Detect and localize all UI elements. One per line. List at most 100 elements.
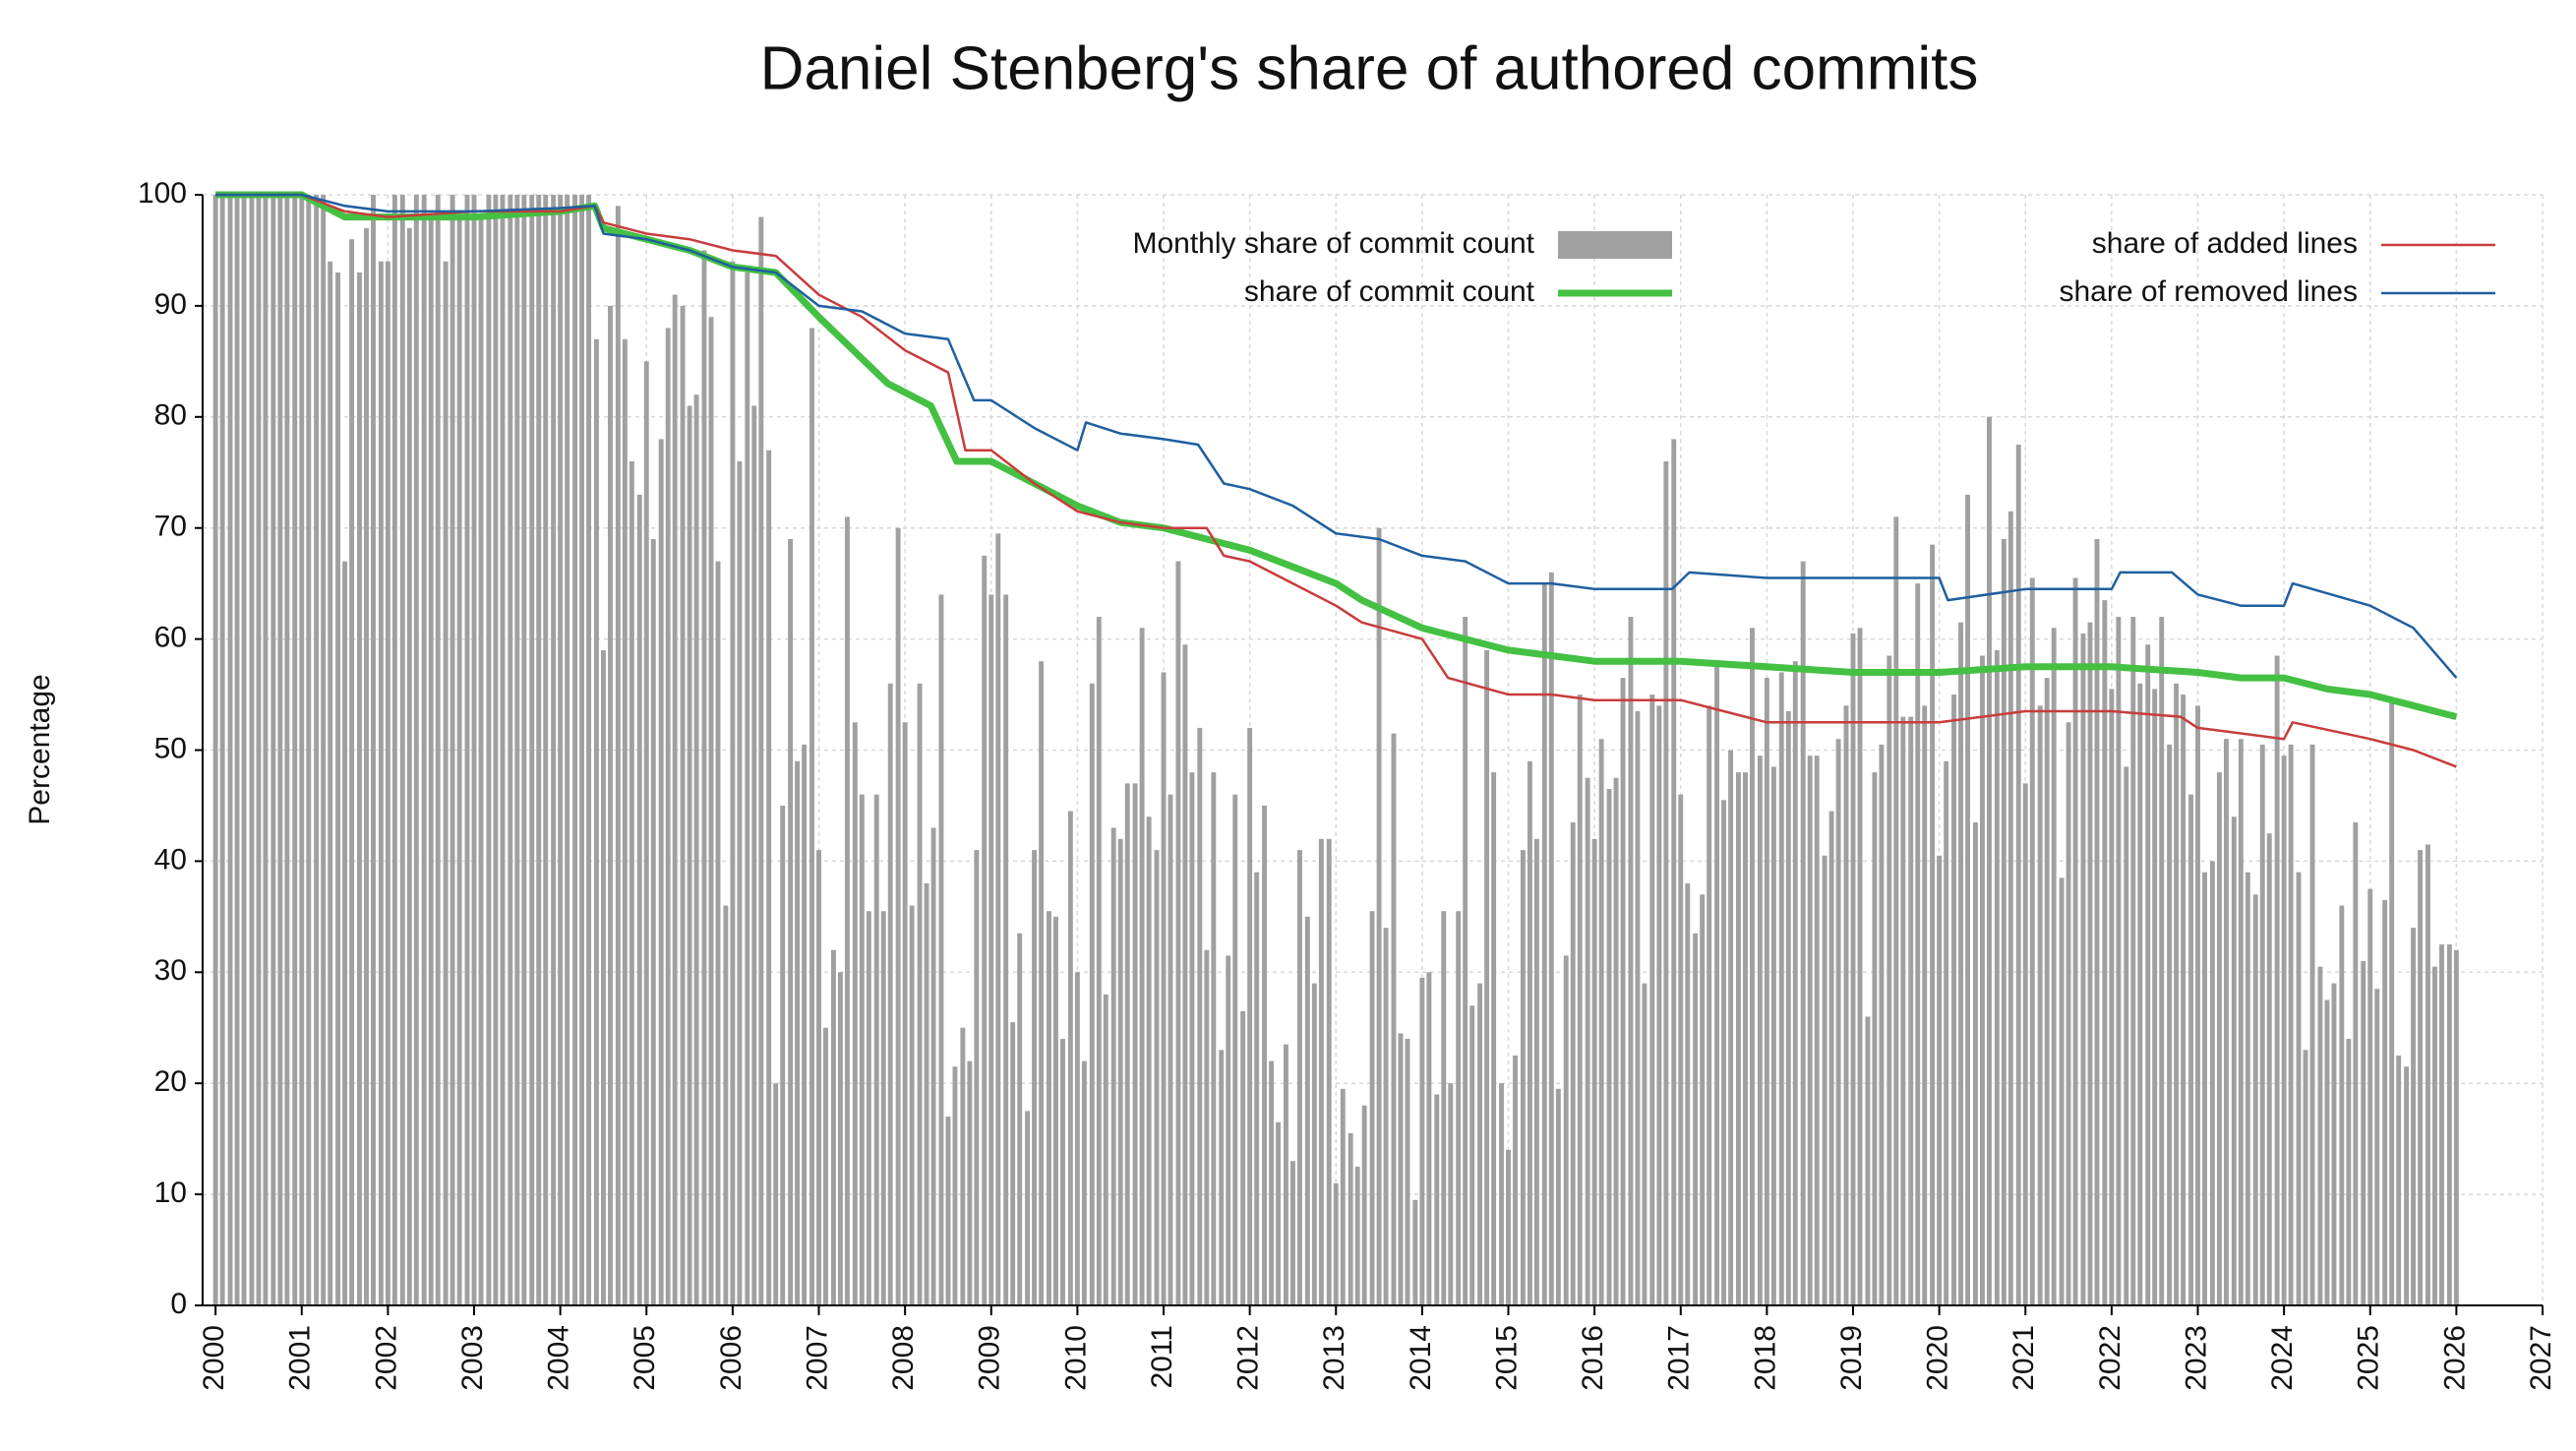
y-tick-label: 90 — [154, 288, 187, 321]
bar — [2094, 538, 2100, 1305]
bar — [1326, 838, 1332, 1305]
bar — [1533, 838, 1539, 1305]
bar — [1333, 1182, 1339, 1305]
x-tick-label: 2007 — [801, 1325, 833, 1391]
x-tick-label: 2020 — [1922, 1325, 1954, 1391]
bar — [1463, 617, 1468, 1305]
x-tick-label: 2006 — [715, 1325, 748, 1391]
bar — [967, 1060, 973, 1305]
bar — [844, 516, 850, 1305]
bar — [1047, 911, 1051, 1305]
bar — [2418, 850, 2424, 1305]
bar — [802, 744, 808, 1305]
bar — [1096, 617, 1102, 1305]
bar — [1204, 949, 1210, 1305]
bar — [2202, 872, 2207, 1305]
bar — [2066, 722, 2071, 1305]
bar — [1857, 628, 1863, 1305]
bar — [579, 195, 585, 1305]
x-tick-label: 2023 — [2180, 1325, 2212, 1391]
bar — [1456, 911, 1462, 1305]
bar — [572, 195, 577, 1305]
y-tick-label: 10 — [154, 1177, 187, 1209]
bar — [2072, 577, 2078, 1305]
bar — [945, 1117, 951, 1305]
bar — [2059, 877, 2065, 1305]
bar — [1247, 727, 1253, 1305]
bar — [650, 538, 656, 1305]
bar — [1232, 794, 1238, 1305]
bar — [1843, 705, 1849, 1305]
bar — [2174, 683, 2180, 1305]
bar — [2015, 445, 2021, 1305]
bar — [1161, 672, 1167, 1305]
bar — [2037, 705, 2043, 1305]
bar — [1937, 855, 1943, 1305]
bar — [2231, 816, 2237, 1305]
bar — [895, 527, 901, 1305]
bar — [1887, 655, 1892, 1305]
legend-label: share of added lines — [2092, 227, 2358, 260]
bar — [2152, 689, 2158, 1305]
bar — [2223, 739, 2229, 1305]
bar — [1484, 649, 1490, 1305]
x-tick-label: 2018 — [1749, 1325, 1781, 1391]
bar — [960, 1027, 966, 1305]
bar — [1757, 756, 1763, 1305]
y-tick-label: 40 — [154, 843, 187, 876]
bar — [1879, 744, 1885, 1305]
bar — [292, 195, 298, 1305]
bar — [1642, 983, 1647, 1305]
bar — [1499, 1083, 1504, 1305]
bar — [952, 1066, 958, 1305]
bar — [859, 794, 865, 1305]
bar — [1017, 933, 1023, 1305]
bar — [2216, 772, 2222, 1305]
bar — [1491, 772, 1497, 1305]
bar — [1304, 916, 1310, 1305]
bar — [1828, 811, 1834, 1305]
bar — [421, 195, 427, 1305]
x-tick-label: 2015 — [1490, 1325, 1523, 1391]
legend-label: Monthly share of commit count — [1132, 227, 1534, 260]
bar — [2339, 905, 2345, 1305]
x-tick-label: 2027 — [2525, 1325, 2557, 1391]
line — [215, 193, 2458, 679]
bar — [1391, 733, 1397, 1305]
x-tick-label: 2016 — [1577, 1325, 1609, 1391]
bar — [536, 195, 542, 1305]
bar — [1930, 544, 1936, 1305]
bar — [1585, 777, 1590, 1305]
bar — [263, 195, 269, 1305]
bar — [342, 561, 348, 1305]
bar — [2181, 695, 2187, 1305]
bar — [788, 538, 794, 1305]
bar — [256, 195, 262, 1305]
bar — [2252, 894, 2258, 1305]
bar — [2274, 655, 2280, 1305]
bar — [1168, 794, 1173, 1305]
bar — [1398, 1033, 1404, 1305]
bar — [2411, 928, 2417, 1305]
y-tick-label: 20 — [154, 1065, 187, 1098]
bar — [314, 195, 320, 1305]
x-tick-label: 2026 — [2438, 1325, 2471, 1391]
bar — [1598, 739, 1604, 1305]
bar — [551, 195, 557, 1305]
bar — [335, 272, 341, 1305]
bar — [982, 555, 988, 1305]
bar — [629, 460, 634, 1306]
y-axis-label: Percentage — [24, 674, 56, 824]
bar — [249, 195, 255, 1305]
bar — [1010, 1022, 1016, 1305]
bar — [2309, 744, 2315, 1305]
x-tick-label: 2025 — [2353, 1325, 2385, 1391]
bar — [1219, 1050, 1225, 1305]
bar — [565, 195, 570, 1305]
bar — [299, 195, 305, 1305]
bar — [2167, 744, 2173, 1305]
bar — [1770, 766, 1776, 1305]
bar — [227, 195, 233, 1305]
bar — [902, 722, 908, 1305]
legend-label: share of removed lines — [2060, 275, 2359, 308]
